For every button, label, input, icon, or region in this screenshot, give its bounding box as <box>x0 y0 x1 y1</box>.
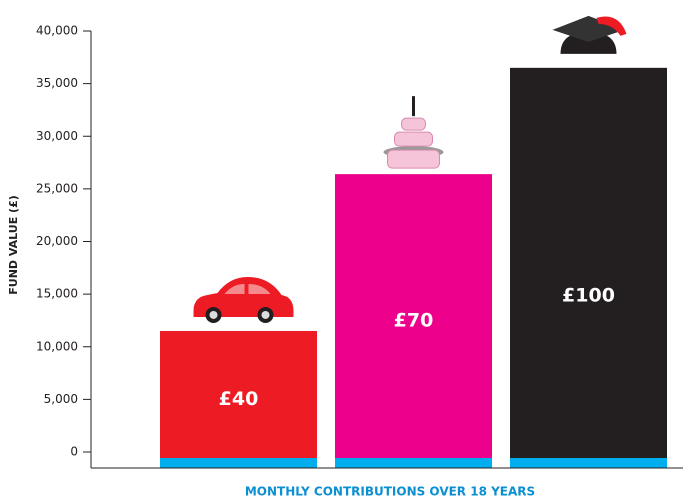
bar-label: £100 <box>562 284 615 306</box>
y-tick-label: 40,000 <box>36 24 78 38</box>
car-icon <box>194 277 294 323</box>
bar-label: £40 <box>219 388 259 410</box>
y-tick-label: 30,000 <box>36 129 78 143</box>
bar-base-strip <box>510 458 667 468</box>
cap-icon <box>553 16 627 54</box>
y-tick-label: 25,000 <box>36 181 78 195</box>
chart: FUND VALUE (£) MONTHLY CONTRIBUTIONS OVE… <box>0 0 683 503</box>
bar-base-strip <box>335 458 492 468</box>
bar-base-strip <box>160 458 317 468</box>
hub <box>210 311 218 319</box>
y-tick-label: 0 <box>70 445 78 459</box>
y-tick-label: 20,000 <box>36 234 78 248</box>
bar <box>510 68 667 468</box>
hub <box>262 311 270 319</box>
y-tick-label: 5,000 <box>44 392 78 406</box>
cake-icon <box>384 96 444 168</box>
y-tick-label: 10,000 <box>36 339 78 353</box>
y-axis-title: FUND VALUE (£) <box>7 195 20 295</box>
tier <box>388 150 440 168</box>
tier <box>395 132 433 146</box>
bar-label: £70 <box>394 310 434 332</box>
y-tick-label: 35,000 <box>36 76 78 90</box>
tier <box>402 118 426 130</box>
x-axis-title: MONTHLY CONTRIBUTIONS OVER 18 YEARS <box>245 485 535 499</box>
y-tick-label: 15,000 <box>36 287 78 301</box>
